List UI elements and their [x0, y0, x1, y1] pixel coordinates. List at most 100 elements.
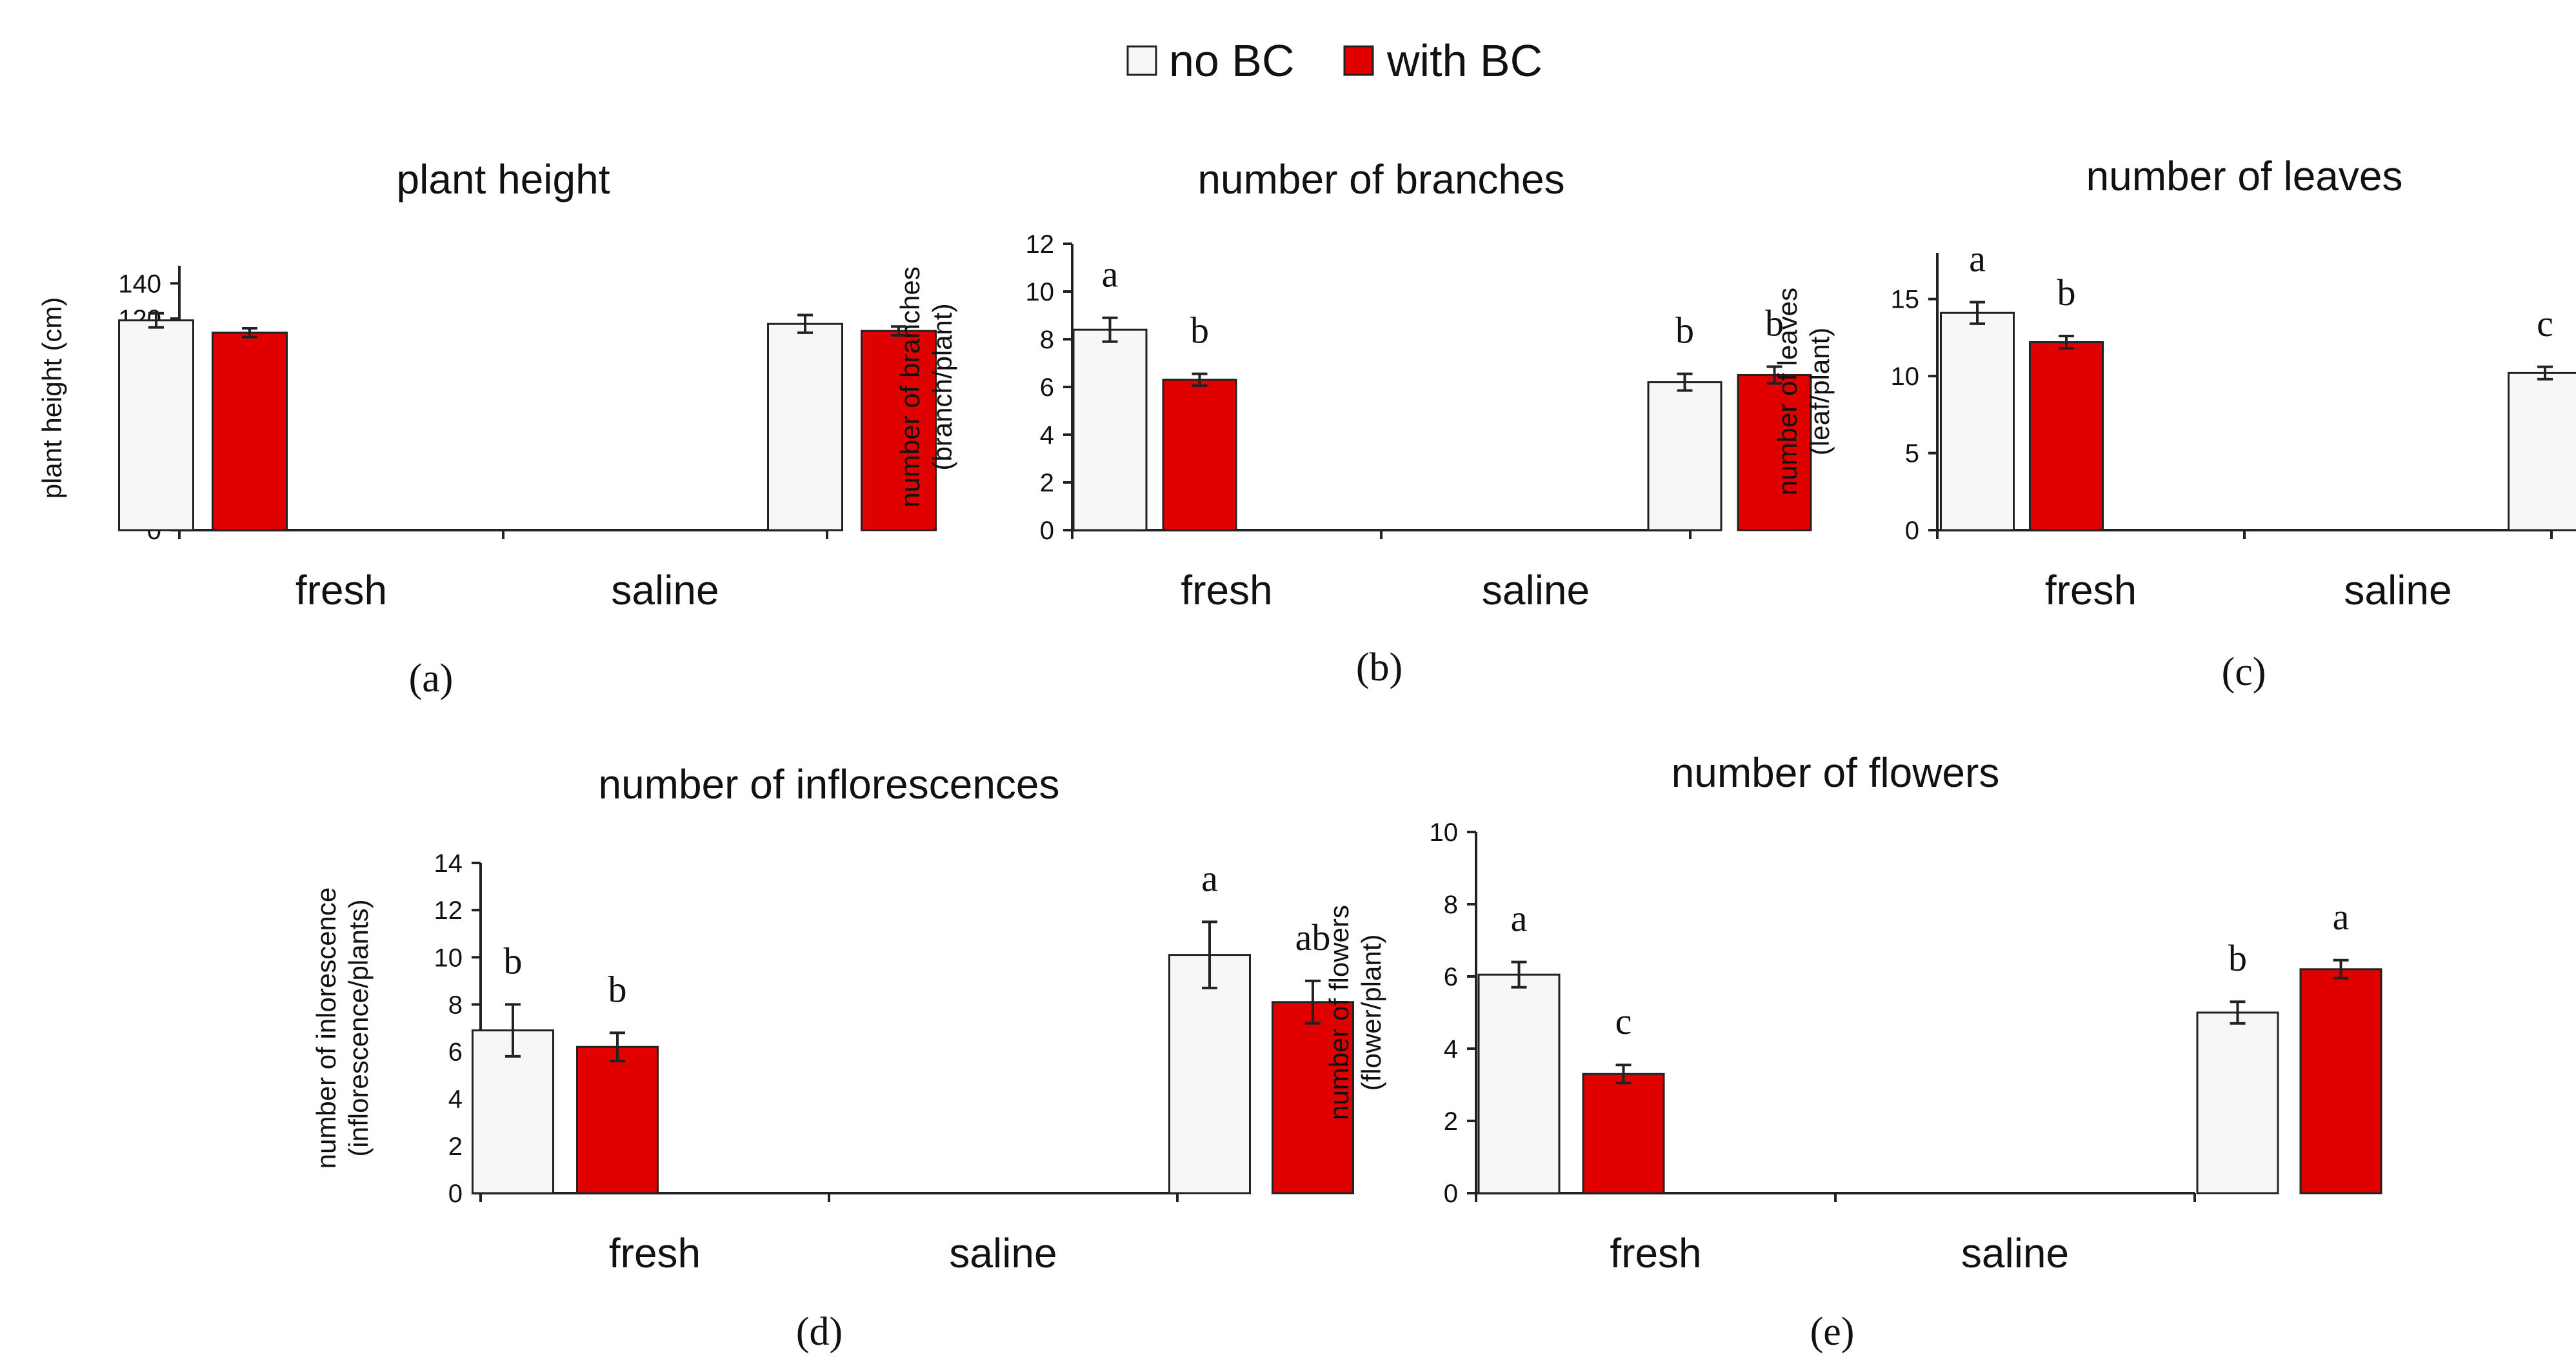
- significance-letter: b: [2228, 937, 2247, 979]
- y-tick-label: 2: [1444, 1107, 1458, 1136]
- bar-no-bc-saline: [1168, 954, 1251, 1194]
- bar-with-bc-saline: [1737, 374, 1812, 531]
- significance-letter: c: [2537, 302, 2553, 344]
- y-tick-label: 12: [434, 896, 463, 925]
- y-tick-label: 4: [1444, 1035, 1458, 1064]
- category-label: fresh: [609, 1230, 701, 1276]
- y-tick-label: 15: [1891, 286, 1920, 314]
- legend-label-no-bc: no BC: [1169, 35, 1295, 86]
- chart-b: number of branches 0 2 4 6 8 10 12 number of bra…: [895, 156, 1812, 689]
- chart-title: number of branches: [1197, 156, 1564, 203]
- significance-letter: b: [504, 940, 523, 982]
- bar-with-bc-fresh: [212, 332, 288, 531]
- significance-letter: a: [1102, 253, 1119, 295]
- bar-with-bc-saline: [861, 330, 937, 531]
- chart-d: number of inflorescences 0 2 4 6 8 10 12 14 numbe…: [311, 761, 1354, 1354]
- y-axis-label: (flower/plant): [1356, 935, 1386, 1091]
- significance-letter: b: [1190, 310, 1209, 351]
- category-label: saline: [1482, 567, 1590, 613]
- y-tick-label: 6: [1040, 373, 1054, 402]
- y-tick-label: 10: [434, 944, 463, 972]
- y-tick-label: 0: [448, 1180, 463, 1208]
- y-tick-label: 2: [448, 1133, 463, 1161]
- bar-no-bc-fresh: [118, 319, 194, 531]
- category-label: fresh: [1610, 1230, 1701, 1276]
- bar-no-bc-fresh: [1072, 328, 1148, 531]
- bar-with-bc-fresh: [1162, 379, 1237, 531]
- y-axis-label: number of branches: [895, 266, 925, 508]
- significance-letter: b: [1675, 310, 1694, 351]
- y-tick-label: 4: [448, 1085, 463, 1114]
- y-tick-label: 0: [1905, 517, 1919, 545]
- panel-label: (a): [409, 657, 454, 700]
- bar-no-bc-saline: [2508, 371, 2576, 531]
- y-axis-label: (leaf/plant): [1804, 328, 1835, 455]
- significance-letter: c: [1615, 1000, 1632, 1042]
- significance-letter: a: [1201, 857, 1218, 899]
- chart-e: number of flowers 0 2 4 6 8 10 number of flower…: [1324, 749, 2382, 1354]
- bar-with-bc-fresh: [2029, 341, 2104, 531]
- category-label: fresh: [2045, 567, 2137, 613]
- y-axis-label: number of inlorescence: [311, 887, 341, 1169]
- bar-with-bc-saline: [1272, 1001, 1354, 1194]
- y-tick-label: 4: [1040, 421, 1054, 450]
- significance-letter: ab: [1295, 916, 1331, 958]
- bar-with-bc-fresh: [1582, 1073, 1665, 1194]
- bar-with-bc-fresh: [576, 1045, 659, 1194]
- y-tick-label: 5: [1905, 440, 1919, 468]
- y-tick-label: 14: [434, 849, 463, 878]
- y-tick-label: 10: [1026, 278, 1055, 306]
- y-tick-label: 12: [1026, 230, 1055, 259]
- panel-label: (d): [796, 1310, 843, 1354]
- y-tick-label: 8: [448, 991, 463, 1019]
- category-label: saline: [2344, 567, 2451, 613]
- panel-label: (e): [1810, 1310, 1855, 1354]
- category-label: saline: [949, 1230, 1057, 1276]
- y-tick-label: 0: [1444, 1180, 1458, 1208]
- bar-no-bc-saline: [2196, 1011, 2279, 1194]
- y-axis-label: (branch/plant): [927, 303, 957, 470]
- legend-swatch-with-bc: [1343, 45, 1374, 76]
- chart-a: plant height020406080100120140plant heig…: [37, 156, 937, 700]
- y-tick-label: 0: [1040, 517, 1054, 545]
- significance-letter: b: [2057, 272, 2076, 313]
- category-label: fresh: [1181, 567, 1272, 613]
- chart-title: plant height: [397, 156, 610, 203]
- chart-title: number of leaves: [2086, 153, 2403, 199]
- legend-label-with-bc: with BC: [1386, 35, 1543, 86]
- y-tick-label: 6: [448, 1038, 463, 1067]
- significance-letter: a: [1511, 898, 1528, 940]
- bar-no-bc-saline: [767, 322, 843, 531]
- bar-no-bc-fresh: [1477, 973, 1561, 1194]
- y-tick-label: 8: [1444, 891, 1458, 919]
- y-tick-label: 8: [1040, 326, 1054, 354]
- significance-letter: b: [608, 968, 627, 1010]
- y-axis-label: number of flowers: [1324, 905, 1354, 1120]
- panel-label: (b): [1356, 646, 1403, 689]
- chart-title: number of flowers: [1672, 749, 2000, 796]
- significance-letter: a: [1969, 237, 1986, 279]
- category-label: saline: [1961, 1230, 2069, 1276]
- y-tick-label: 10: [1891, 362, 1920, 391]
- y-axis-label: plant height (cm): [37, 297, 67, 499]
- y-tick-label: 2: [1040, 469, 1054, 497]
- legend: no BC with BC: [1126, 35, 1543, 86]
- bar-with-bc-saline: [2299, 968, 2382, 1194]
- legend-swatch-no-bc: [1126, 45, 1157, 76]
- y-tick-label: 10: [1430, 818, 1459, 847]
- y-tick-label: 6: [1444, 963, 1458, 991]
- charts-container: plant height020406080100120140plant heig…: [37, 153, 2576, 1354]
- bar-no-bc-saline: [1647, 381, 1722, 531]
- category-label: fresh: [295, 567, 387, 613]
- y-axis-label: number of leaves: [1772, 288, 1802, 495]
- panel-label: (c): [2222, 650, 2266, 694]
- y-axis-label: (inflorescence/plants): [343, 899, 374, 1156]
- y-tick-label: 140: [118, 270, 161, 298]
- significance-letter: a: [2333, 896, 2350, 938]
- chart-title: number of inflorescences: [598, 761, 1059, 807]
- category-label: saline: [611, 567, 719, 613]
- bar-no-bc-fresh: [1940, 312, 2015, 531]
- significance-letter: b: [1765, 302, 1784, 344]
